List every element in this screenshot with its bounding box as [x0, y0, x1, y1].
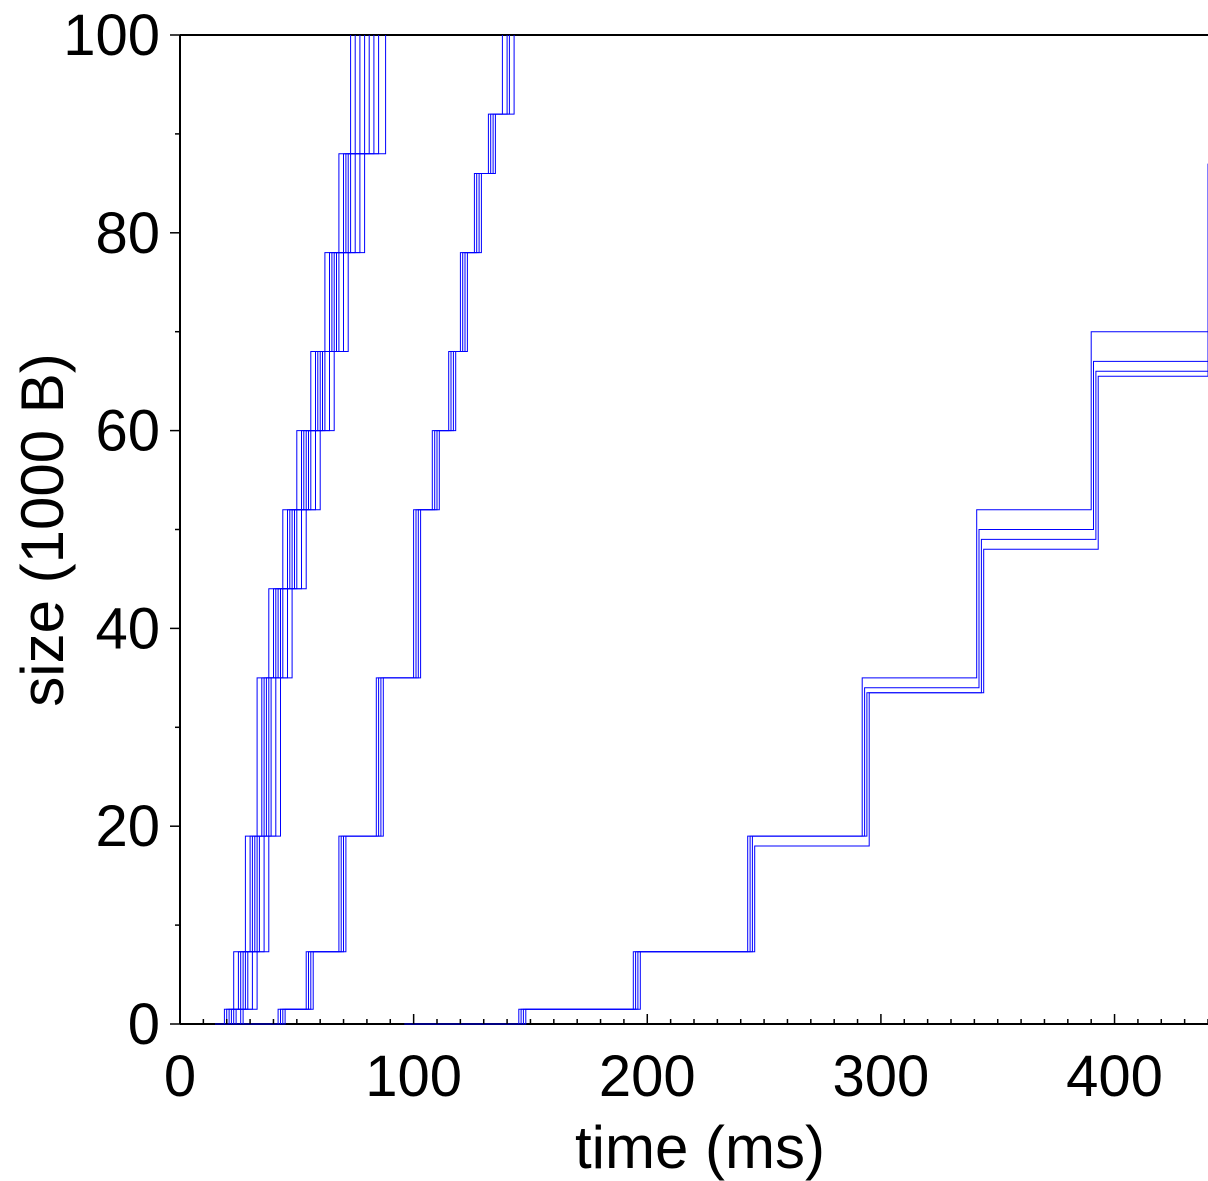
series-line-7: [229, 35, 380, 1025]
y-tick-label: 0: [128, 992, 160, 1057]
series-line-6: [226, 35, 375, 1025]
series-line-15: [409, 193, 1208, 1025]
y-tick-label: 100: [63, 3, 160, 68]
series-line-12: [257, 35, 515, 1025]
x-tick-label: 400: [1066, 1044, 1163, 1109]
y-axis-title: size (1000 B): [9, 353, 76, 707]
y-tick-label: 20: [95, 794, 160, 859]
series-line-13: [404, 163, 1208, 1025]
series-line-2: [217, 35, 356, 1025]
y-tick-label: 80: [95, 201, 160, 266]
series-line-11: [252, 35, 510, 1025]
ticks: 0 100 200 300 400 0 20 40 60 80 100: [63, 3, 1208, 1109]
x-tick-label: 200: [599, 1044, 696, 1109]
series-line-10: [247, 35, 508, 1025]
x-tick-label: 100: [365, 1044, 462, 1109]
series-line-14: [406, 173, 1208, 1025]
y-tick-label: 60: [95, 399, 160, 464]
x-axis-title: time (ms): [575, 1114, 825, 1181]
series-line-16: [411, 203, 1208, 1025]
series-line-1: [215, 35, 352, 1025]
x-tick-label: 0: [164, 1044, 196, 1109]
series-line-9: [243, 35, 503, 1025]
series-group: [215, 35, 1208, 1025]
y-tick-label: 40: [95, 596, 160, 661]
series-line-8: [233, 35, 387, 1025]
x-tick-label: 300: [833, 1044, 930, 1109]
